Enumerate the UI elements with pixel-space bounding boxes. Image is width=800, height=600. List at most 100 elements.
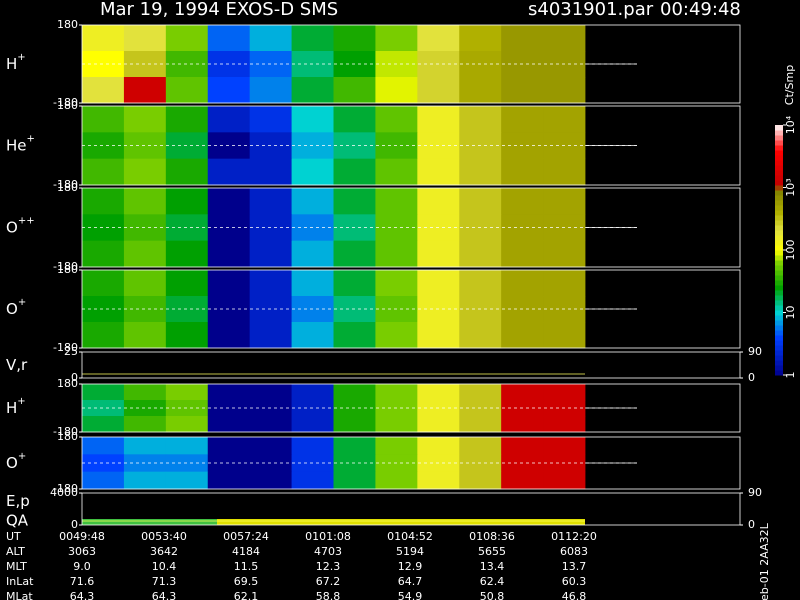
heat-cell: [82, 270, 125, 297]
row-label: MLat: [6, 590, 33, 600]
colorbar-swatch: [775, 335, 783, 341]
heat-cell: [417, 188, 460, 215]
table-cell: 12.9: [398, 560, 423, 573]
heat-cell: [333, 158, 376, 186]
panel-frame: [81, 24, 741, 104]
heat-cell: [543, 77, 586, 104]
colorbar-swatch: [775, 130, 783, 136]
heat-cell: [291, 471, 334, 490]
start-time: 00:49:48: [660, 0, 741, 20]
colorbar-swatch: [775, 220, 783, 226]
heat-cell: [249, 437, 292, 455]
heat-cell: [165, 77, 209, 104]
colorbar-swatch: [775, 140, 783, 146]
colorbar-swatch: [775, 265, 783, 271]
heat-cell: [501, 77, 544, 104]
heat-cell: [417, 270, 460, 297]
colorbar-swatch: [775, 200, 783, 206]
heat-cell: [417, 240, 460, 268]
heat-cell: [123, 437, 167, 455]
heat-cell: [333, 240, 376, 268]
heat-cell: [417, 471, 460, 490]
heat-cell: [291, 158, 334, 186]
panel-label-charge: +: [18, 451, 26, 462]
heat-cell: [249, 188, 292, 215]
colorbar-swatch: [775, 225, 783, 231]
row-label: ALT: [6, 545, 25, 558]
heat-cell: [207, 158, 251, 186]
table-cell: 62.1: [234, 590, 259, 600]
table-cell: 5655: [478, 545, 506, 558]
heat-cell: [501, 416, 544, 433]
table-cell: 58.8: [316, 590, 341, 600]
heat-cell: [165, 384, 209, 401]
colorbar-swatch: [775, 355, 783, 361]
table-cell: 64.7: [398, 575, 423, 588]
panel-label-species: O: [6, 454, 18, 472]
heat-cell: [375, 416, 418, 433]
heat-cell: [165, 158, 209, 186]
heat-cell: [501, 322, 544, 349]
panel-label: H+: [6, 396, 26, 417]
heat-cell: [459, 437, 502, 455]
row-label: InLat: [6, 575, 34, 588]
panel-label-species: He: [6, 136, 27, 154]
table-cell: 11.5: [234, 560, 259, 573]
heat-cell: [291, 240, 334, 268]
y2-tick-label: 0: [748, 518, 755, 531]
heat-cell: [249, 322, 292, 349]
heat-cell: [82, 437, 125, 455]
colorbar-swatch: [775, 250, 783, 256]
heat-cell: [333, 25, 376, 52]
heat-cell: [82, 240, 125, 268]
colorbar-swatch: [775, 290, 783, 296]
colorbar-swatch: [775, 170, 783, 176]
heat-cell: [333, 471, 376, 490]
heat-cell: [207, 25, 251, 52]
heat-cell: [333, 77, 376, 104]
heat-cell: [501, 158, 544, 186]
heat-cell: [82, 25, 125, 52]
heat-cell: [459, 384, 502, 401]
heat-cell: [207, 471, 251, 490]
heat-cell: [333, 322, 376, 349]
y-tick-label: 180: [57, 430, 78, 443]
heat-cell: [459, 240, 502, 268]
heat-cell: [543, 25, 586, 52]
heat-cell: [543, 471, 586, 490]
heat-cell: [165, 240, 209, 268]
heat-cell: [459, 322, 502, 349]
colorbar-swatch: [775, 185, 783, 191]
heat-cell: [82, 77, 125, 104]
heat-cell: [291, 106, 334, 133]
panel-frame: [81, 436, 741, 490]
heat-cell: [333, 416, 376, 433]
heat-cell: [417, 25, 460, 52]
colorbar-swatch: [775, 215, 783, 221]
table-cell: 64.3: [152, 590, 177, 600]
colorbar-swatch: [775, 205, 783, 211]
colorbar-tick-label: 10³: [784, 178, 797, 196]
panel-label: H+: [6, 52, 26, 73]
heat-cell: [123, 270, 167, 297]
heat-cell: [82, 188, 125, 215]
heat-cell: [123, 471, 167, 490]
heat-cell: [123, 25, 167, 52]
heat-cell: [459, 416, 502, 433]
table-cell: 69.5: [234, 575, 259, 588]
colorbar-swatch: [775, 280, 783, 286]
panel-frame: [81, 492, 741, 526]
heat-cell: [165, 25, 209, 52]
y-tick-label: 0: [71, 371, 78, 384]
heat-cell: [123, 322, 167, 349]
colorbar-swatch: [775, 310, 783, 316]
panel-frame: [81, 187, 741, 268]
heat-cell: [543, 437, 586, 455]
heat-cell: [291, 25, 334, 52]
heat-cell: [543, 158, 586, 186]
heat-cell: [249, 270, 292, 297]
panel-label-species: H: [6, 55, 17, 73]
heat-cell: [417, 106, 460, 133]
colorbar-swatch: [775, 295, 783, 301]
